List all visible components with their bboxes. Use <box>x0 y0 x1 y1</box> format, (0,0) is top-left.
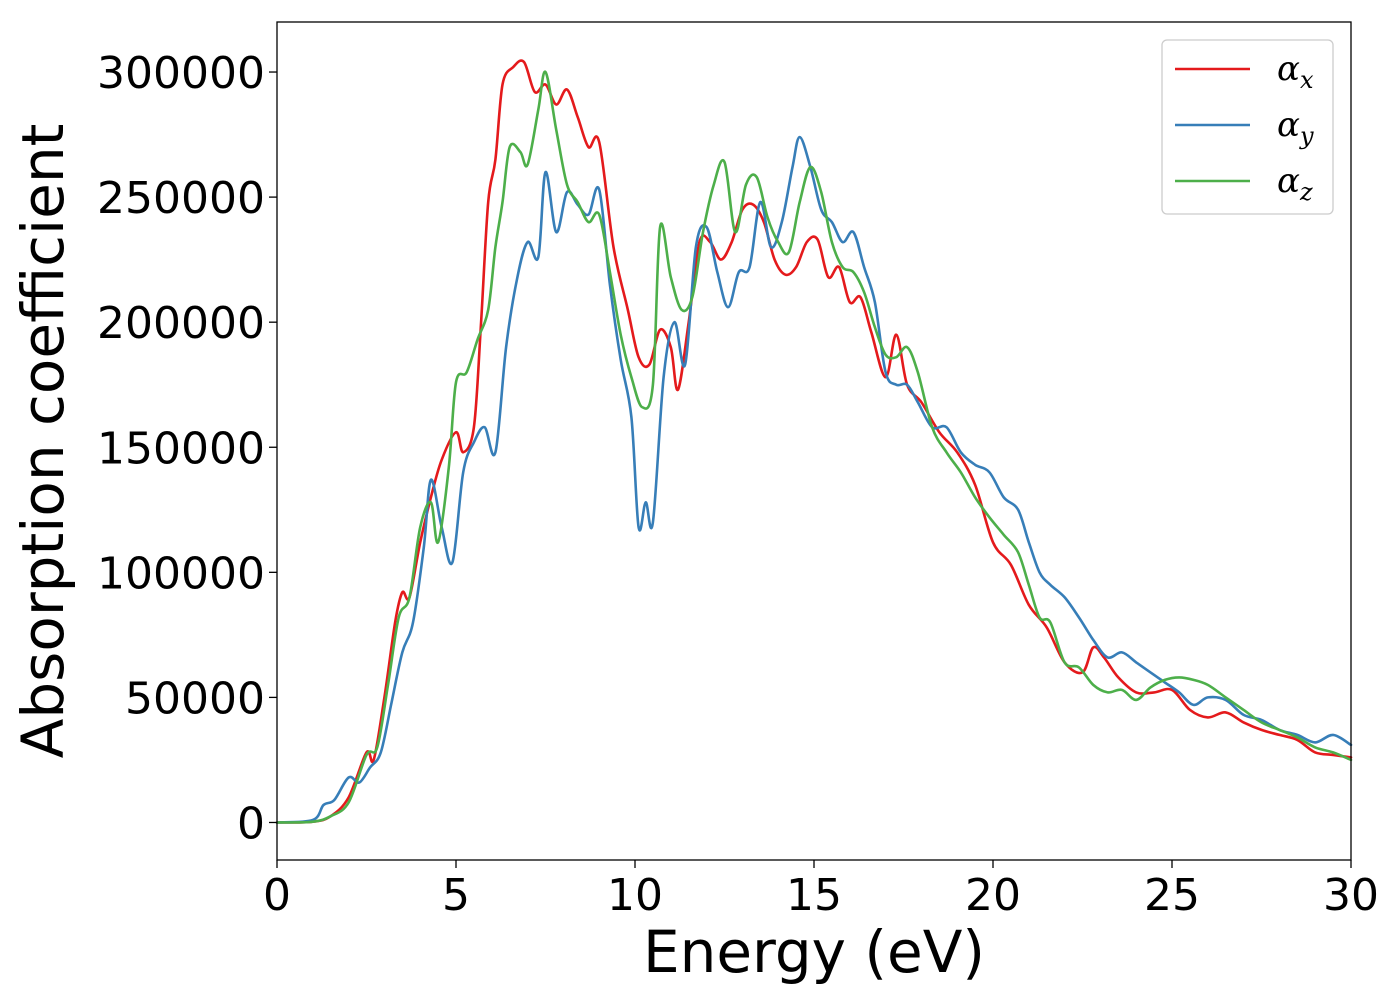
series-line-z <box>275 70 1353 824</box>
x-tick-label: 0 <box>263 870 291 921</box>
x-axis: 0 5 10 15 20 25 30 <box>263 860 1379 921</box>
y-axis-title: Absorption coefficient <box>9 124 77 759</box>
y-tick-label: 0 <box>237 798 265 849</box>
y-tick-label: 50000 <box>125 673 265 724</box>
x-tick-label: 25 <box>1144 870 1200 921</box>
x-tick-label: 5 <box>442 870 470 921</box>
legend: αx αy αz <box>1161 39 1334 215</box>
y-tick-label: 300000 <box>97 48 265 99</box>
x-tick-label: 10 <box>607 870 663 921</box>
legend-label-z: αz <box>1277 161 1313 206</box>
legend-label-y: αy <box>1277 105 1314 150</box>
x-axis-title: Energy (eV) <box>643 918 985 986</box>
series-line-x <box>275 59 1353 824</box>
y-tick-label: 250000 <box>97 173 265 224</box>
series-line-y <box>275 135 1353 824</box>
y-tick-label: 200000 <box>97 298 265 349</box>
x-tick-label: 20 <box>965 870 1021 921</box>
x-tick-label: 30 <box>1323 870 1379 921</box>
legend-label-x: αx <box>1277 49 1314 94</box>
x-tick-label: 15 <box>786 870 842 921</box>
y-tick-label: 100000 <box>97 548 265 599</box>
y-axis: 0 50000 100000 150000 200000 250000 300000 <box>97 48 277 849</box>
series-layer <box>275 59 1353 824</box>
y-tick-label: 150000 <box>97 423 265 474</box>
legend-box <box>1161 39 1334 215</box>
